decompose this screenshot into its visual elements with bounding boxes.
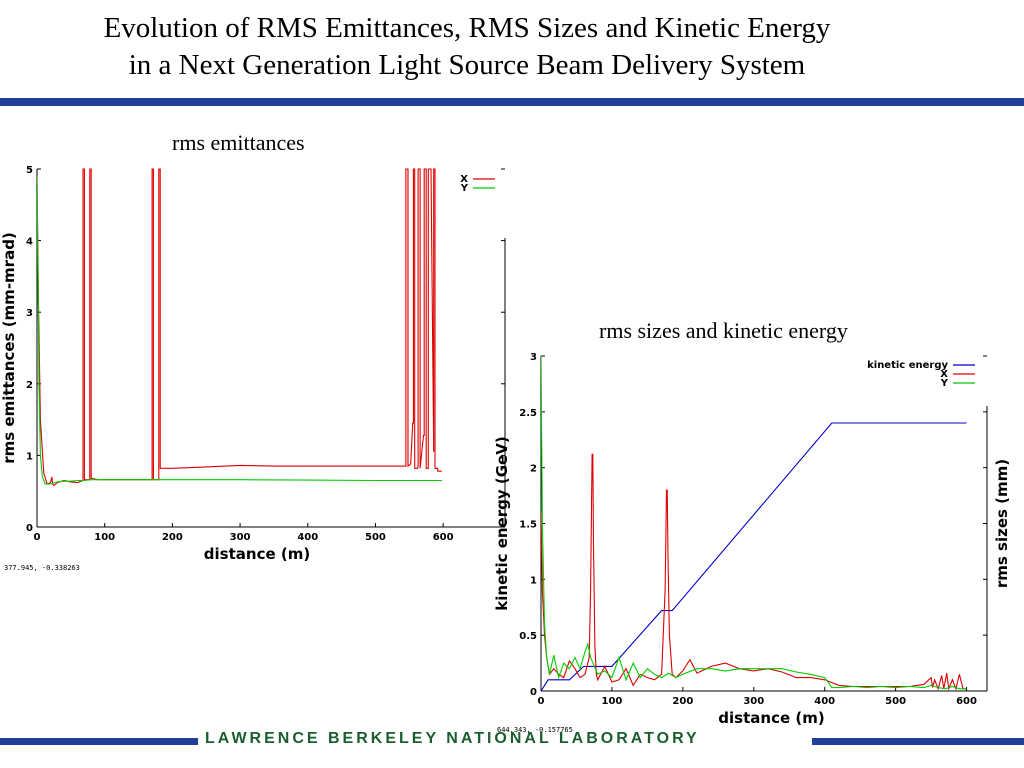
x-tick-label: 0 xyxy=(34,532,41,543)
coordinate-readout: 644.343, -0.157765 xyxy=(497,726,573,734)
series-line-y xyxy=(37,176,442,485)
x-tick-label: 200 xyxy=(162,532,183,543)
x-tick-label: 600 xyxy=(956,696,977,707)
y-axis-label: kinetic energy (GeV) xyxy=(493,436,511,610)
footer-rule-left xyxy=(0,738,198,745)
y-axis-label: rms emittances (mm-mrad) xyxy=(0,232,18,464)
y-tick-label: 1 xyxy=(530,575,537,586)
x-axis-label: distance (m) xyxy=(718,709,824,727)
x-tick-label: 300 xyxy=(743,696,764,707)
series-line-kinetic-energy xyxy=(541,422,967,691)
page-title-line-2: in a Next Generation Light Source Beam D… xyxy=(128,49,806,81)
legend-label: Y xyxy=(940,378,949,389)
series-line-x xyxy=(37,168,442,487)
x-axis-label: distance (m) xyxy=(204,545,310,563)
x-tick-label: 300 xyxy=(230,532,251,543)
series-line-x xyxy=(541,453,967,691)
y-tick-label: 2 xyxy=(26,380,33,391)
y-tick-label: 1.5 xyxy=(519,520,537,531)
y-tick-label: 4 xyxy=(26,237,33,248)
legend-label: kinetic energy xyxy=(867,360,948,371)
series-line-y xyxy=(541,355,967,690)
legend-label: Y xyxy=(460,183,469,194)
y-tick-label: 0 xyxy=(26,523,33,534)
y-tick-label: 3 xyxy=(530,352,537,363)
y-tick-label: 0 xyxy=(530,687,537,698)
x-tick-label: 500 xyxy=(885,696,906,707)
page-title-line-1: Evolution of RMS Emittances, RMS Sizes a… xyxy=(103,12,831,44)
y-tick-label: 1 xyxy=(26,451,33,462)
x-tick-label: 400 xyxy=(297,532,318,543)
legend-label: X xyxy=(460,174,468,185)
y-tick-label: 2 xyxy=(530,464,537,475)
y-tick-label: 0.5 xyxy=(519,631,537,642)
x-tick-label: 200 xyxy=(672,696,693,707)
size-energy-chart: 0 100 200 300 400 500 600 0 0.5 1 1.5 2 2.5 3 distance… xyxy=(493,352,1011,734)
lab-name: LAWRENCE BERKELEY NATIONAL LABORATORY xyxy=(205,730,700,747)
coordinate-readout: 377.945, -0.338263 xyxy=(4,564,80,572)
x-tick-label: 100 xyxy=(94,532,115,543)
title-rule xyxy=(0,98,1024,106)
emittance-chart: 0 100 200 300 400 500 600 0 1 2 3 4 5 distance (m) rms… xyxy=(0,165,506,572)
footer-rule-right xyxy=(812,738,1024,745)
page-title: Evolution of RMS Emittances, RMS Sizes a… xyxy=(0,10,934,84)
y-tick-label: 2.5 xyxy=(519,408,537,419)
x-tick-label: 500 xyxy=(365,532,386,543)
x-tick-label: 100 xyxy=(601,696,622,707)
right-axis-label: rms sizes (mm) xyxy=(993,459,1011,588)
x-tick-label: 600 xyxy=(433,532,454,543)
size-energy-chart-heading: rms sizes and kinetic energy xyxy=(599,318,848,343)
x-tick-label: 0 xyxy=(538,696,545,707)
y-tick-label: 3 xyxy=(26,308,33,319)
x-tick-label: 400 xyxy=(814,696,835,707)
y-tick-label: 5 xyxy=(26,165,33,176)
legend-label: X xyxy=(940,369,948,380)
emittance-chart-heading: rms emittances xyxy=(172,130,305,155)
